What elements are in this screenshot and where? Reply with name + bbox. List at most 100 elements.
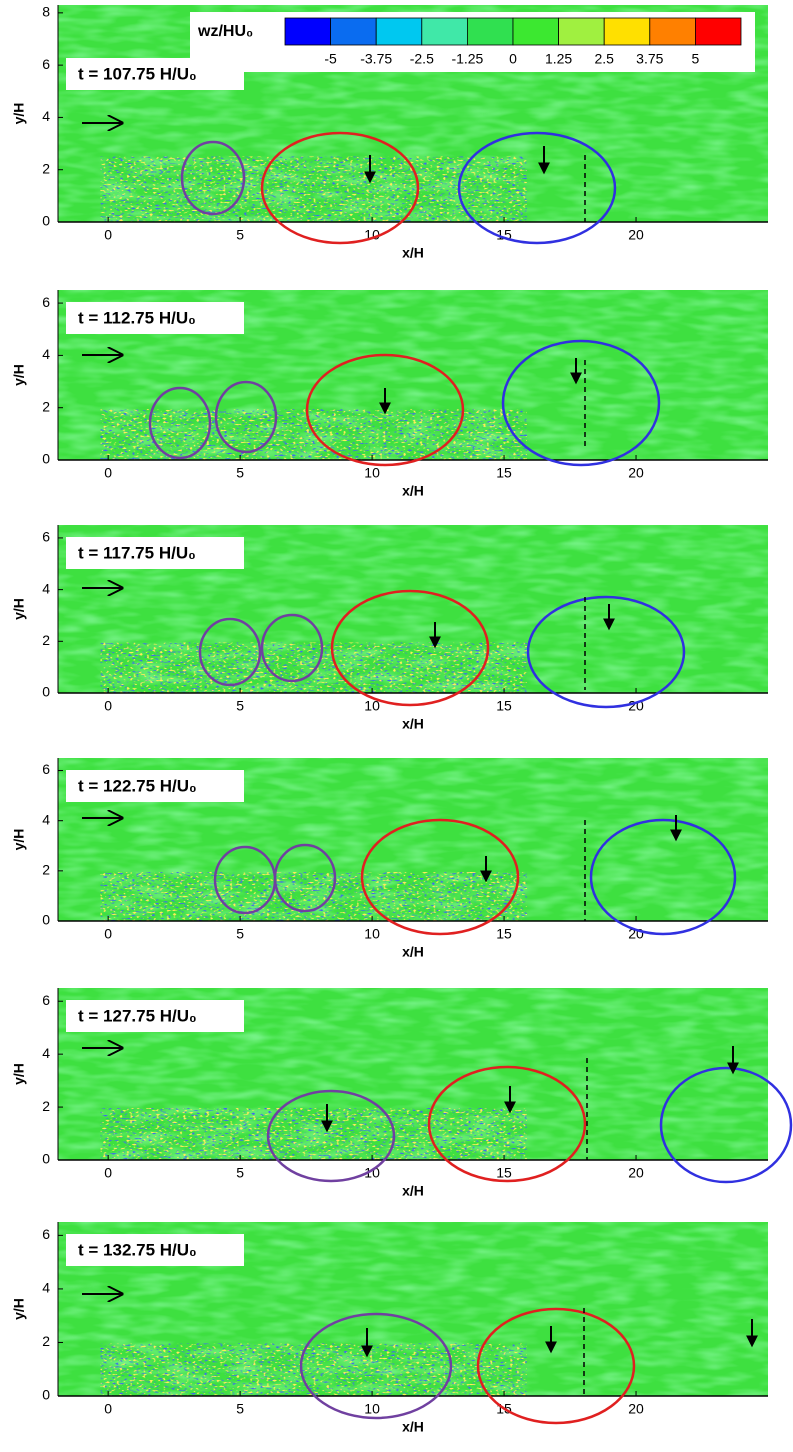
y-tick-label: 2 [42,1098,50,1114]
colorbar-tick-label: -5 [324,51,337,67]
x-axis-label: x/H [402,1419,424,1435]
ellipse [198,617,262,687]
ellipse [260,613,324,683]
x-tick-label: 10 [364,926,380,942]
y-tick-label: 4 [42,346,50,362]
panel-title: t = 107.75 H/U₀ [78,64,197,83]
y-tick-label: 2 [42,862,50,878]
x-tick-label: 20 [628,465,644,481]
y-tick-label: 2 [42,160,50,176]
ellipse [360,818,520,936]
x-axis-label: x/H [402,944,424,960]
y-tick-label: 2 [42,1333,50,1349]
ellipse [589,818,737,936]
x-tick-label: 10 [364,1401,380,1417]
panel-title: t = 127.75 H/U₀ [78,1006,197,1025]
colorbar-tick-label: 5 [692,51,700,67]
ellipse [659,1066,793,1184]
ellipse [266,1089,396,1183]
annotations [82,123,793,1425]
title-box [66,770,244,802]
y-tick-label: 4 [42,108,50,124]
colorbar-tick-label: 2.5 [594,51,614,67]
wake-speckle [100,156,527,222]
y-axis-label: y/H [11,364,27,386]
y-tick-label: 6 [42,761,50,777]
ellipse [260,131,420,245]
x-tick-label: 20 [628,227,644,243]
y-tick-label: 6 [42,529,50,545]
colorbar-swatch [421,17,468,46]
ellipse [457,131,617,245]
x-axis-label: x/H [402,1183,424,1199]
ellipse [148,386,212,460]
x-axis-label: x/H [402,483,424,499]
colorbar-swatch [466,17,514,46]
x-tick-label: 0 [104,926,112,942]
x-tick-label: 20 [628,1165,644,1181]
panel-title: t = 112.75 H/U₀ [78,308,196,327]
x-tick-label: 5 [236,926,244,942]
x-tick-label: 10 [364,698,380,714]
x-tick-label: 15 [496,926,512,942]
x-tick-label: 5 [236,1165,244,1181]
x-tick-label: 5 [236,698,244,714]
title-box [66,1234,244,1266]
y-tick-label: 4 [42,1045,50,1061]
y-tick-label: 4 [42,811,50,827]
x-tick-label: 0 [104,1165,112,1181]
x-tick-label: 0 [104,465,112,481]
colorbar-swatch [512,17,559,46]
x-tick-label: 20 [628,1401,644,1417]
y-axis-label: y/H [11,598,27,620]
wake-speckle [100,872,527,921]
ellipse [273,843,337,913]
x-tick-label: 15 [496,1165,512,1181]
y-tick-label: 0 [42,912,50,928]
y-axis-label: y/H [11,829,27,851]
x-tick-label: 5 [236,1401,244,1417]
colorbar-swatch [558,17,605,46]
x-axis-label: x/H [402,716,424,732]
ellipse [501,339,661,467]
ellipse [305,353,465,467]
panel-title: t = 117.75 H/U₀ [78,543,196,562]
x-tick-label: 0 [104,1401,112,1417]
colorbar-swatch [649,17,696,46]
title-box [66,537,244,569]
x-tick-label: 5 [236,465,244,481]
colorbar-tick-label: -3.75 [360,51,392,67]
ellipse [526,595,686,709]
title-box [66,1000,244,1032]
x-tick-label: 10 [364,465,380,481]
x-tick-label: 0 [104,227,112,243]
y-tick-label: 0 [42,1151,50,1167]
ellipse [299,1312,453,1420]
ellipse [180,140,246,216]
y-tick-label: 6 [42,56,50,72]
ellipse [476,1307,636,1425]
ellipse [214,380,278,454]
y-tick-label: 8 [42,4,50,20]
x-axis-label: x/H [402,245,424,261]
x-tick-label: 15 [496,465,512,481]
y-axis-label: y/H [11,1298,27,1320]
colorbar-tick-label: 0 [509,51,517,67]
panel-title: t = 122.75 H/U₀ [78,776,197,795]
colorbar-swatch [284,17,331,46]
y-tick-label: 0 [42,451,50,467]
x-tick-label: 5 [236,227,244,243]
y-tick-label: 6 [42,294,50,310]
colorbar-swatch [603,17,651,46]
title-box [66,302,244,334]
wake-speckle [100,1343,527,1396]
colorbar-tick-label: 1.25 [545,51,572,67]
y-tick-label: 6 [42,992,50,1008]
